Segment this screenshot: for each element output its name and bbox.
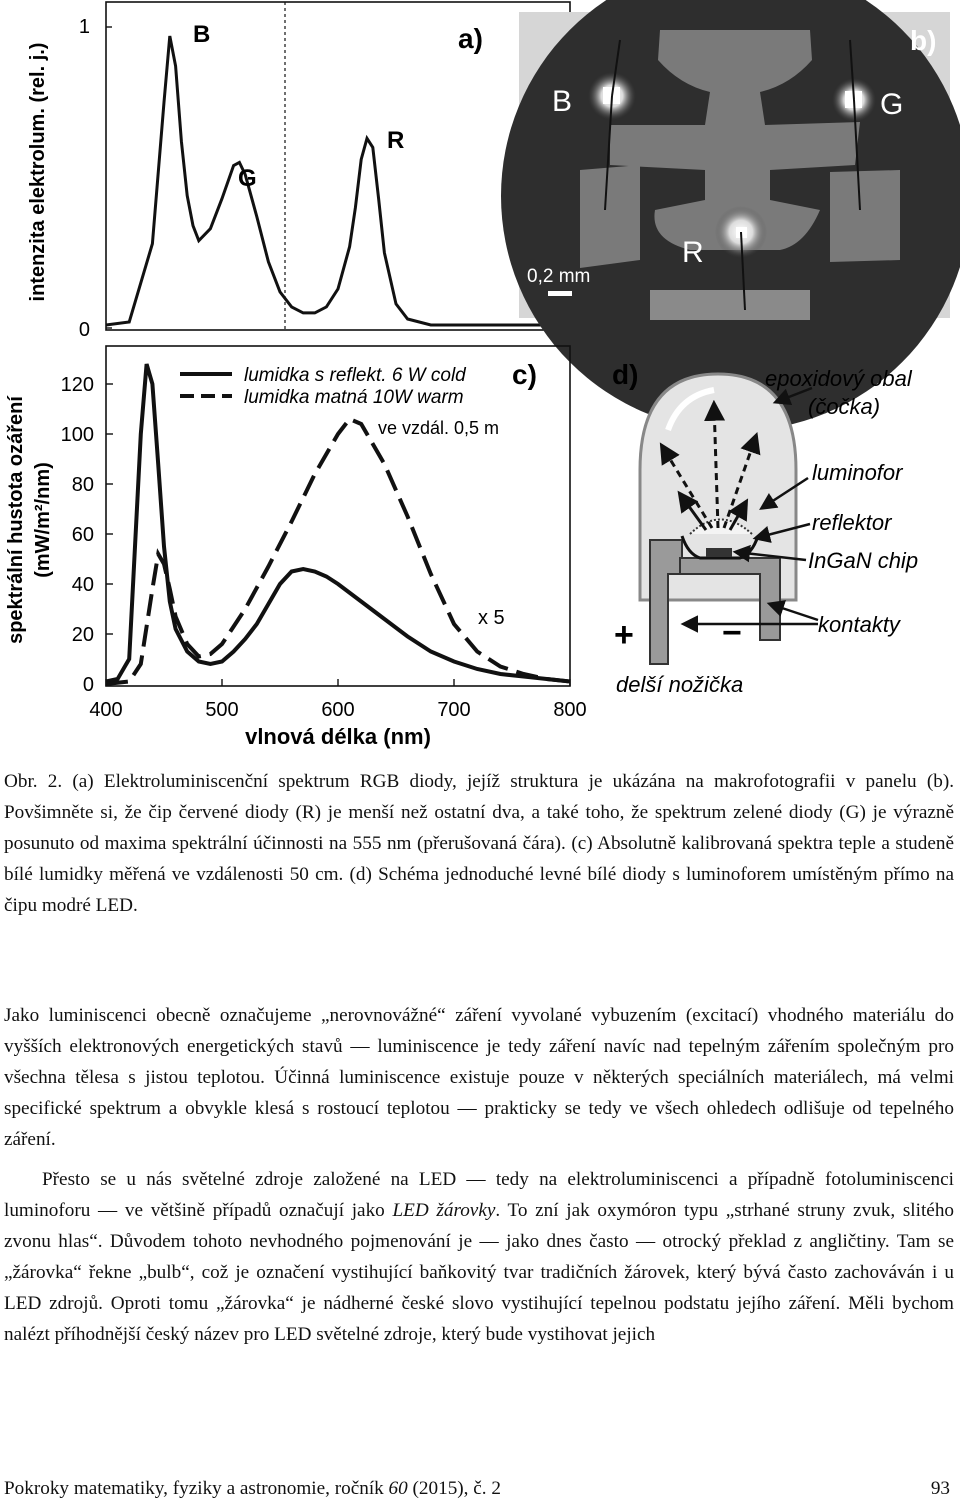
bond-wire-b xyxy=(604,39,621,211)
panel-b-label: b) xyxy=(910,25,936,56)
y-tick-label: 20 xyxy=(72,624,94,646)
scale-bar-label: 0,2 mm xyxy=(527,266,590,287)
panel-a-frame xyxy=(105,1,571,331)
scale-bar xyxy=(548,291,572,296)
x-tick-label: 500 xyxy=(205,699,238,721)
x-tick-label: 600 xyxy=(321,699,354,721)
peak-label-b: B xyxy=(193,21,210,48)
series-cold-curve xyxy=(105,363,571,684)
lead-frame-pad xyxy=(610,30,860,250)
lead-frame-right xyxy=(830,170,900,262)
panel-c-ylabel-unit: (mW/m²/nm) xyxy=(32,462,54,578)
series-warm-curve xyxy=(105,416,571,686)
y-tick-label: 0 xyxy=(83,674,94,696)
paragraph-2-emphasis: LED žárovky xyxy=(392,1200,496,1221)
x-tick-label: 800 xyxy=(553,699,586,721)
x-tick-label: 400 xyxy=(89,699,122,721)
y-tick-label: 120 xyxy=(61,374,94,396)
panel-c-x-ticks: 400 500 600 700 800 xyxy=(89,679,587,721)
callout-lens: (čočka) xyxy=(808,394,880,419)
emission-arrows xyxy=(659,399,761,531)
lead-frame-left xyxy=(580,165,640,268)
electroluminescence-curve xyxy=(105,35,559,327)
bond-wire-g xyxy=(849,39,861,211)
y-tick-1: 1 xyxy=(79,16,90,38)
panel-a-ylabel: intenzita elektrolum. (rel. j.) xyxy=(27,43,49,302)
panel-c-label: c) xyxy=(512,359,537,390)
figure-caption: Obr. 2. (a) Elektroluminiscenční spektru… xyxy=(4,766,954,921)
journal-volume: 60 xyxy=(388,1478,408,1499)
caption-label: Obr. 2. xyxy=(4,771,63,792)
contact-left xyxy=(649,539,683,665)
panel-a-label: a) xyxy=(458,23,483,54)
panel-c-y-ticks: 0 20 40 60 80 100 120 xyxy=(61,374,113,696)
paragraph-2: Přesto se u nás světelné zdroje založené… xyxy=(4,1164,954,1350)
y-tick-label: 60 xyxy=(72,524,94,546)
callout-chip: InGaN chip xyxy=(808,548,918,573)
lens-highlight xyxy=(665,387,715,432)
body-text: Jako luminiscenci obecně označujeme „ner… xyxy=(4,1000,954,1350)
panel-c: 0 20 40 60 80 100 120 400 500 600 700 800 spektrál… xyxy=(5,345,587,749)
minus-sign: − xyxy=(722,614,742,652)
callout-contacts: kontakty xyxy=(818,612,902,637)
bond-wire-r xyxy=(740,231,746,311)
legend-cold: lumidka s reflekt. 6 W cold xyxy=(244,365,467,386)
scale-note: x 5 xyxy=(478,607,505,629)
chip-label-b: B xyxy=(552,85,572,118)
callout-arrows xyxy=(680,386,819,633)
page-footer: Pokroky matematiky, fyziky a astronomie,… xyxy=(4,1478,950,1500)
paragraph-1: Jako luminiscenci obecně označujeme „ner… xyxy=(4,1005,954,1150)
y-tick-0: 0 xyxy=(79,319,90,341)
chip-label-r: R xyxy=(682,236,704,269)
panel-a: 1 0 intenzita elektrolum. (rel. j.) B G … xyxy=(27,1,571,341)
luminofor-layer xyxy=(689,518,753,535)
panel-c-ylabel: spektrální hustota ozáření xyxy=(5,395,27,644)
journal-year-issue: (2015), č. 2 xyxy=(412,1478,501,1499)
chip-label-g: G xyxy=(880,88,903,121)
panel-d-label: d) xyxy=(612,359,638,390)
panel-c-xlabel: vlnová délka (nm) xyxy=(245,724,431,749)
reflector-cup xyxy=(680,535,760,560)
callout-reflector: reflektor xyxy=(812,510,893,535)
legend-warm: lumidka matná 10W warm xyxy=(244,387,464,408)
ingan-chip xyxy=(706,548,732,557)
paragraph-2-rest: . To zní jak oxymóron typu „strhané stru… xyxy=(4,1200,955,1345)
y-tick-label: 80 xyxy=(72,474,94,496)
figure-2: 1 0 intenzita elektrolum. (rel. j.) B G … xyxy=(5,0,960,749)
plus-sign: + xyxy=(614,616,634,654)
journal-name: Pokroky matematiky, fyziky a astronomie,… xyxy=(4,1478,384,1499)
caption-text: (a) Elektroluminiscenční spektrum RGB di… xyxy=(4,771,955,916)
callout-epoxy: epoxidový obal xyxy=(765,366,913,391)
lead-frame-bottom xyxy=(650,290,810,320)
long-leg-label: delší nožička xyxy=(616,672,743,697)
y-tick-label: 40 xyxy=(72,574,94,596)
panel-b-photo: B G R 0,2 mm b) xyxy=(501,0,960,431)
paragraph-2-start: Přesto se u nás světelné zdroje založené… xyxy=(4,1169,954,1221)
peak-label-r: R xyxy=(387,127,404,154)
panel-d: d) epoxidový obal (čočka) luminofor refl… xyxy=(612,359,918,697)
distance-note: ve vzdál. 0,5 m xyxy=(378,418,499,438)
journal-reference: Pokroky matematiky, fyziky a astronomie,… xyxy=(4,1478,501,1500)
y-tick-label: 100 xyxy=(61,424,94,446)
x-tick-label: 700 xyxy=(437,699,470,721)
page-number: 93 xyxy=(930,1478,950,1499)
callout-luminofor: luminofor xyxy=(812,460,904,485)
peak-label-g: G xyxy=(238,165,257,192)
